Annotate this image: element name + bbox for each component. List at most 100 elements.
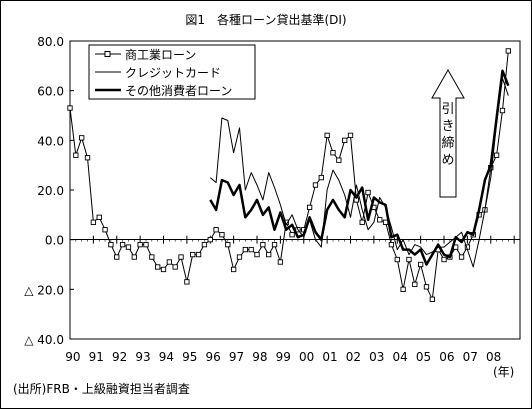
data-point-commercial	[342, 137, 348, 143]
data-point-commercial	[271, 241, 278, 248]
x-tick-label: 96	[206, 350, 221, 364]
data-point-commercial	[184, 279, 190, 285]
x-tick-label: 98	[252, 350, 267, 364]
x-tick-label: 03	[369, 350, 384, 364]
x-axis-ticks: 90 91 92 93 94 95 96 97 98 99 00 01 02 03 04 05 06 07 08	[65, 235, 521, 364]
y-tick-label: △ 20.0	[24, 283, 64, 297]
data-point-commercial	[406, 256, 412, 263]
legend-label-consumer: その他消費者ローン	[125, 83, 232, 98]
data-point-commercial	[108, 241, 114, 248]
data-point-commercial	[306, 204, 313, 211]
x-tick-label: 07	[463, 350, 478, 364]
data-point-commercial	[195, 251, 202, 258]
y-axis-ticks: 80.0 60.0 40.0 20.0 0.0 △ 20.0 △ 40.0	[24, 35, 74, 347]
x-tick-label: 97	[229, 350, 244, 364]
series-line-credit-card	[209, 77, 509, 268]
data-point-commercial	[172, 264, 178, 270]
legend-label-credit-card: クレジットカード	[125, 66, 221, 80]
x-tick-label: 01	[322, 350, 337, 364]
data-point-commercial	[324, 132, 330, 139]
data-point-commercial	[336, 157, 342, 163]
y-tick-label: 80.0	[37, 35, 64, 49]
data-point-commercial	[248, 246, 254, 253]
chart-title: 図1 各種ローン貸出基準(DI)	[185, 12, 346, 27]
data-point-commercial	[394, 256, 400, 263]
data-point-commercial	[73, 152, 79, 158]
x-tick-label: 99	[276, 350, 291, 364]
data-point-commercial	[143, 241, 149, 248]
data-point-commercial	[505, 48, 511, 54]
data-point-commercial	[382, 219, 389, 225]
data-point-commercial	[166, 259, 173, 265]
y-tick-label: △ 40.0	[24, 333, 64, 347]
data-point-commercial	[219, 232, 225, 238]
x-tick-label: 08	[486, 350, 501, 364]
data-point-commercial	[131, 254, 137, 260]
x-tick-label: 06	[439, 350, 454, 364]
data-point-commercial	[365, 189, 371, 196]
x-tick-label: 93	[135, 350, 150, 364]
data-point-commercial	[493, 152, 500, 158]
data-point-commercial	[458, 254, 465, 260]
legend: 商工業ローン クレジットカード その他消費者ローン	[88, 44, 256, 100]
data-point-commercial	[201, 241, 208, 248]
x-tick-label: 92	[112, 350, 127, 364]
data-point-commercial	[178, 254, 184, 260]
data-point-commercial	[289, 232, 295, 238]
data-point-commercial	[388, 241, 395, 248]
x-tick-label: 02	[346, 350, 361, 364]
data-point-commercial	[119, 241, 126, 248]
data-point-commercial	[347, 132, 354, 139]
y-tick-label: 0.0	[45, 234, 64, 248]
data-point-commercial	[429, 296, 435, 302]
tightening-label: 引き締め	[441, 102, 454, 168]
x-tick-label: 95	[182, 350, 197, 364]
data-point-commercial	[102, 227, 108, 233]
data-point-commercial	[155, 264, 161, 270]
series-layer	[67, 48, 511, 302]
data-point-commercial	[318, 174, 324, 181]
y-tick-label: 20.0	[37, 184, 64, 198]
y-tick-label: 60.0	[37, 85, 64, 99]
tightening-arrow	[431, 68, 465, 198]
data-point-commercial	[96, 214, 102, 220]
data-point-commercial	[400, 286, 406, 292]
data-point-commercial	[377, 217, 383, 223]
data-point-commercial	[236, 254, 243, 260]
data-point-commercial	[67, 105, 73, 111]
data-point-commercial	[207, 237, 213, 243]
tightening-annotation: 引き締め	[431, 68, 465, 198]
series-line-consumer	[209, 69, 510, 266]
data-point-commercial	[84, 155, 91, 161]
data-point-commercial	[277, 259, 284, 265]
data-point-commercial	[312, 182, 319, 188]
data-point-commercial	[412, 281, 418, 288]
data-point-commercial	[225, 241, 231, 248]
data-point-commercial	[266, 251, 272, 258]
data-point-commercial	[79, 135, 85, 141]
legend-label-commercial: 商工業ローン	[125, 47, 196, 62]
data-point-commercial	[423, 284, 430, 290]
data-point-commercial	[137, 241, 143, 248]
y-tick-label: 40.0	[37, 134, 64, 148]
data-point-commercial	[213, 227, 219, 233]
data-point-commercial	[359, 219, 365, 225]
data-point-commercial	[417, 261, 424, 268]
x-tick-label: 90	[65, 350, 80, 364]
data-point-commercial	[499, 107, 506, 114]
data-point-commercial	[190, 251, 196, 258]
x-tick-label: 94	[159, 350, 174, 364]
data-point-commercial	[125, 244, 132, 250]
data-point-commercial	[160, 266, 167, 273]
data-point-commercial	[260, 241, 266, 248]
data-point-commercial	[441, 256, 447, 263]
data-point-commercial	[330, 150, 336, 156]
x-tick-label: 05	[416, 350, 431, 364]
data-point-commercial	[254, 251, 260, 258]
data-point-commercial	[242, 246, 248, 253]
legend-marker-commercial	[104, 51, 111, 57]
x-tick-label: 04	[393, 350, 408, 364]
data-point-commercial	[149, 254, 155, 260]
